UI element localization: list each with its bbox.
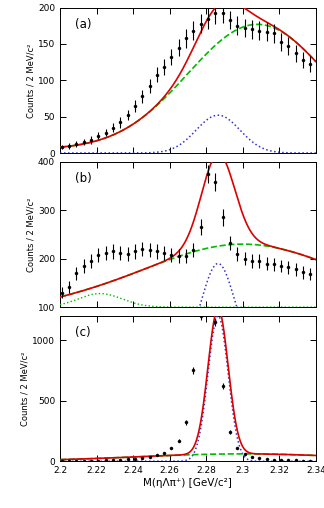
Text: (c): (c): [75, 326, 91, 339]
Y-axis label: Counts / 2 MeV/c²: Counts / 2 MeV/c²: [26, 197, 35, 272]
Y-axis label: Counts / 2 MeV/c²: Counts / 2 MeV/c²: [20, 352, 29, 426]
Y-axis label: Counts / 2 MeV/c²: Counts / 2 MeV/c²: [26, 43, 35, 117]
X-axis label: M(ηΛπ⁺) [GeV/c²]: M(ηΛπ⁺) [GeV/c²]: [144, 478, 232, 488]
Text: (b): (b): [75, 172, 92, 185]
Text: (a): (a): [75, 18, 92, 31]
